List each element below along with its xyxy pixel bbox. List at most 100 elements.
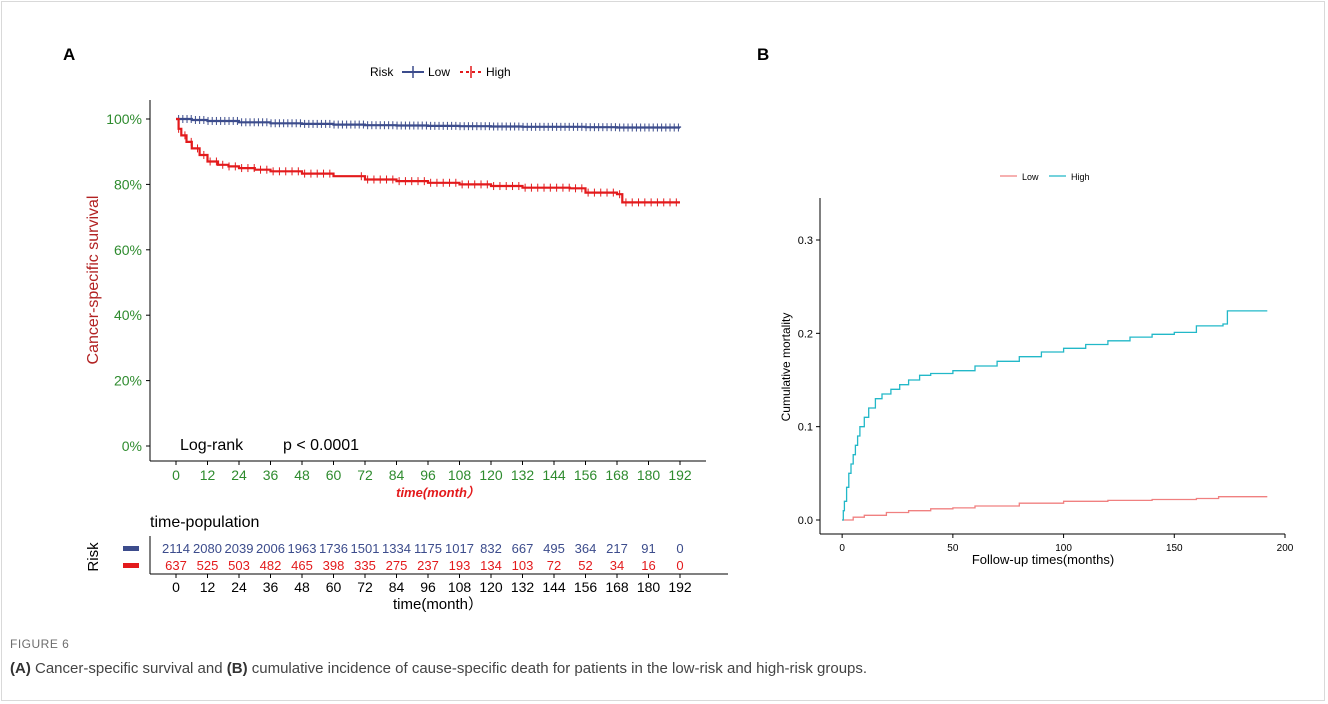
y-tick-label-b: 0.0 [798,515,813,527]
figure-caption: (A) Cancer-specific survival and (B) cum… [10,660,867,677]
risk-cell-low: 1017 [445,541,474,556]
y-tick-label-b: 0.3 [798,235,813,247]
risk-cell-high: 16 [641,558,655,573]
risk-cell-low: 364 [575,541,597,556]
x-tick-label-a: 120 [479,467,503,483]
x-tick-label-b: 100 [1055,543,1072,554]
y-tick-label-b: 0.2 [798,328,813,340]
x-tick-label-a: 168 [605,467,629,483]
panel-label-b: B [757,45,769,64]
risk-cell-low: 1175 [414,541,442,556]
caption-b-tag: (B) [226,660,248,677]
risk-row-high-swatch [123,563,139,568]
risk-x-tick-label: 36 [263,579,279,595]
panel-label-a: A [63,45,75,64]
risk-cell-low: 0 [676,541,683,556]
caption-a-tag: (A) [10,660,31,677]
y-tick-label-a: 80% [114,176,142,192]
x-ticks-a: 0 12 24 36 48 60 72 84 96 108 120 132 144 156 168 180 19… [172,461,692,483]
risk-cell-high: 72 [547,558,561,573]
x-tick-label-b: 200 [1277,543,1294,554]
risk-cell-low: 1334 [382,541,411,556]
x-tick-label-a: 180 [637,467,661,483]
x-tick-label-a: 72 [357,467,373,483]
risk-cell-low: 1963 [288,541,317,556]
risk-cell-low: 2080 [193,541,222,556]
risk-x-tick-label: 60 [326,579,342,595]
risk-x-tick-label: 24 [231,579,247,595]
x-tick-label-a: 192 [668,467,692,483]
legend-b-low-label: Low [1022,172,1039,182]
risk-cell-low: 217 [606,541,628,556]
x-tick-label-a: 60 [326,467,342,483]
legend-a: Risk Low High [370,65,511,79]
y-tick-label-a: 100% [106,111,142,127]
series-a-high [176,117,680,207]
risk-cell-high: 398 [323,558,345,573]
risk-x-tick-label: 12 [200,579,216,595]
risk-cell-low: 2114 [162,541,190,556]
x-axis-label-a: time(month） [396,485,480,500]
x-tick-label-a: 108 [448,467,472,483]
risk-row-low-swatch [123,546,139,551]
risk-x-tick-label: 156 [574,579,598,595]
cumulative-curve-high [842,310,1268,521]
cumulative-curve-low [842,496,1268,521]
x-tick-label-a: 144 [542,467,566,483]
y-tick-label-b: 0.1 [798,422,813,434]
risk-table-xlabel: time(month） [393,596,483,613]
x-tick-label-b: 0 [839,543,845,554]
axes-a [149,100,706,462]
survival-curve-high [176,117,680,204]
risk-x-tick-label: 144 [542,579,566,595]
risk-x-tick-label: 96 [420,579,436,595]
legend-a-high-label: High [486,65,511,79]
risk-x-tick-label: 72 [357,579,373,595]
risk-cell-low: 1736 [319,541,348,556]
y-ticks-a: 0% 20% 40% 60% 80% 100% [106,111,150,454]
y-axis-label-a: Cancer-specific survival [85,196,102,365]
risk-cell-high: 52 [578,558,592,573]
figure-number: FIGURE 6 [10,637,70,651]
risk-cell-high: 503 [228,558,250,573]
axes-b [819,198,1285,535]
legend-b: Low High [1000,172,1090,182]
risk-x-tick-label: 132 [511,579,535,595]
risk-cell-high: 482 [260,558,282,573]
y-tick-label-a: 0% [122,438,142,454]
risk-x-tick-label: 48 [294,579,310,595]
risk-cell-high: 237 [417,558,439,573]
risk-cell-low: 667 [512,541,534,556]
x-tick-label-b: 50 [947,543,959,554]
risk-cell-high: 34 [610,558,624,573]
risk-x-tick-label: 0 [172,579,180,595]
y-axis-label-b: Cumulative mortality [779,313,793,422]
caption-a-text: Cancer-specific survival and [30,660,227,677]
y-ticks-b: 0.0 0.1 0.2 0.3 [798,235,820,527]
risk-cell-low: 832 [480,541,502,556]
y-tick-label-a: 20% [114,373,142,389]
x-tick-label-a: 24 [231,467,247,483]
x-ticks-b: 0 50 100 150 200 [839,534,1294,554]
x-tick-label-a: 36 [263,467,279,483]
risk-x-tick-label: 120 [479,579,503,595]
series-a-low [176,115,682,132]
y-tick-label-a: 60% [114,242,142,258]
risk-table-cells: 2114 2080 2039 2006 1963 1736 1501 1334 1175 1017… [162,541,684,573]
risk-x-tick-label: 84 [389,579,405,595]
x-tick-label-a: 12 [200,467,216,483]
x-tick-label-a: 156 [574,467,598,483]
risk-x-tick-label: 168 [605,579,629,595]
risk-x-tick-label: 192 [668,579,692,595]
risk-cell-high: 465 [291,558,313,573]
risk-table-ylabel: Risk [85,542,102,572]
risk-cell-high: 335 [354,558,376,573]
risk-x-tick-label: 108 [448,579,472,595]
risk-cell-high: 134 [480,558,502,573]
survival-curve-low [176,117,682,129]
risk-cell-high: 0 [676,558,683,573]
risk-cell-low: 2039 [225,541,254,556]
risk-cell-high: 637 [165,558,187,573]
